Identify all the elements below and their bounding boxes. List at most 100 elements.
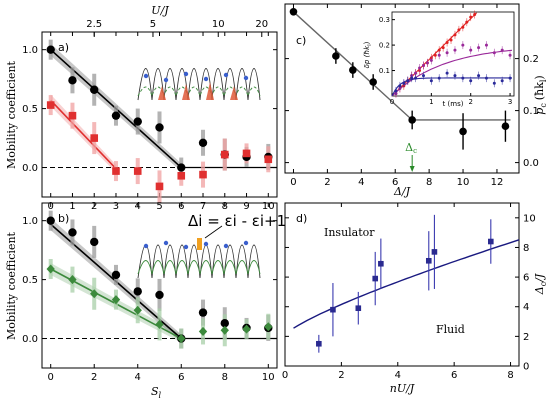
inset-data-point bbox=[473, 13, 477, 17]
top-tick-label: 10 bbox=[212, 19, 225, 30]
inset-x-tick-label: 0 bbox=[390, 98, 394, 106]
data-point bbox=[408, 116, 416, 124]
x-tick-label: 7 bbox=[200, 201, 206, 212]
panel-b-data bbox=[42, 210, 277, 349]
inset-ticks: 0 1 2 3 0.1 0.2 0.3 bbox=[379, 16, 512, 106]
y-tick-label: 2 bbox=[523, 332, 529, 343]
panel-a-ylabel: Mobility coefficient bbox=[5, 60, 18, 169]
x-tick-label: 4 bbox=[358, 177, 364, 188]
x-tick-label: 5 bbox=[156, 201, 162, 212]
panel-d-xlabel: nU/J bbox=[390, 382, 415, 395]
data-point bbox=[68, 275, 77, 285]
x-tick-label: 8 bbox=[507, 370, 513, 381]
inset-data-point bbox=[461, 43, 465, 47]
y-tick-label: 1.0 bbox=[22, 45, 38, 56]
data-point bbox=[155, 319, 164, 329]
data-point bbox=[198, 138, 208, 147]
panel-b-label: b) bbox=[58, 212, 69, 225]
x-tick-label: 1 bbox=[69, 201, 75, 212]
data-point bbox=[242, 149, 251, 158]
x-tick-label: 9 bbox=[243, 201, 249, 212]
inset-data-point bbox=[421, 63, 425, 67]
data-point bbox=[220, 319, 229, 328]
inset-data bbox=[391, 10, 513, 98]
inset-data-point bbox=[410, 76, 414, 80]
data-point bbox=[332, 52, 340, 60]
lattice-illustration-b bbox=[137, 225, 261, 279]
data-point bbox=[349, 66, 357, 74]
y-tick-label: 0.5 bbox=[22, 275, 38, 286]
inset-data-point bbox=[445, 71, 449, 75]
panel-a-data bbox=[42, 39, 277, 203]
inset-x-tick-label: 2 bbox=[468, 98, 472, 106]
y-tick-label: 1.0 bbox=[22, 216, 38, 227]
data-point bbox=[369, 78, 377, 86]
data-point bbox=[155, 182, 164, 191]
inset-data-point bbox=[469, 15, 473, 19]
x-tick-label: 6 bbox=[392, 177, 398, 188]
x-tick-label: 0 bbox=[282, 370, 288, 381]
insulator-region-label: Insulator bbox=[324, 226, 375, 239]
lattice-illustration-a bbox=[137, 68, 261, 101]
data-point bbox=[431, 249, 438, 255]
top-tick-label: 2.5 bbox=[86, 19, 102, 30]
inset-data-point bbox=[469, 48, 473, 52]
data-point bbox=[68, 111, 77, 120]
inset-data-point bbox=[437, 76, 441, 80]
inset-data-point bbox=[453, 48, 457, 52]
x-tick-label: 0 bbox=[48, 372, 54, 383]
x-tick-label: 0 bbox=[290, 177, 296, 188]
panel-c-frame bbox=[284, 3, 520, 174]
inset-data-point bbox=[429, 79, 433, 83]
data-point bbox=[264, 155, 273, 164]
inset-data-point bbox=[445, 51, 449, 55]
inset-data-point bbox=[492, 51, 496, 55]
panel-d-ylabel: Δc/J bbox=[533, 273, 548, 295]
inset-data-point bbox=[492, 81, 496, 85]
data-point bbox=[133, 305, 142, 315]
y-tick-label: 8 bbox=[523, 243, 529, 254]
y-tick-label: 0.0 bbox=[22, 163, 38, 174]
top-tick-label: 20 bbox=[255, 19, 268, 30]
data-point bbox=[289, 8, 298, 16]
inset-ylabel: δp (ħkl) bbox=[363, 41, 373, 68]
critical-disorder-label: Δc bbox=[405, 141, 417, 155]
data-point bbox=[133, 117, 142, 126]
data-point bbox=[316, 340, 322, 347]
data-point bbox=[220, 150, 229, 159]
data-point bbox=[46, 101, 55, 109]
x-tick-label: 8 bbox=[426, 177, 432, 188]
x-tick-label: 10 bbox=[457, 177, 470, 188]
energy-offset-marker bbox=[197, 238, 202, 250]
x-tick-label: 3 bbox=[113, 201, 119, 212]
y-tick-label: 0.0 bbox=[22, 334, 38, 345]
data-point bbox=[155, 290, 164, 300]
panel-b-ylabel: Mobility coefficient bbox=[5, 231, 18, 340]
phase-boundary-curve bbox=[293, 239, 520, 329]
inset-data-point bbox=[461, 25, 465, 29]
panel-b-frame bbox=[41, 202, 278, 369]
inset-data-point bbox=[433, 53, 437, 57]
data-point bbox=[46, 216, 55, 225]
panel-b: 0 2 4 6 8 100.00.51.0 b) Mobility coefficient… bbox=[5, 202, 286, 400]
data-point bbox=[198, 308, 208, 317]
critical-disorder-arrowhead bbox=[409, 166, 415, 172]
data-point bbox=[372, 275, 379, 282]
y-tick-label: 0.1 bbox=[523, 106, 539, 117]
data-point bbox=[111, 295, 121, 305]
inset-data-point bbox=[441, 46, 445, 50]
panel-d-label: d) bbox=[296, 212, 307, 225]
data-point bbox=[112, 167, 120, 175]
y-tick-label: 10 bbox=[523, 213, 536, 224]
x-tick-label: 10 bbox=[262, 372, 275, 383]
inset-data-point bbox=[457, 28, 461, 32]
panel-b-equation: Δi = εi - εi+1 bbox=[188, 212, 286, 230]
data-point bbox=[378, 260, 384, 267]
inset-y-tick-label: 0.3 bbox=[379, 16, 390, 24]
fit-line bbox=[50, 99, 117, 170]
data-point bbox=[46, 45, 55, 54]
data-point bbox=[133, 167, 142, 175]
inset-data-point bbox=[477, 74, 481, 78]
